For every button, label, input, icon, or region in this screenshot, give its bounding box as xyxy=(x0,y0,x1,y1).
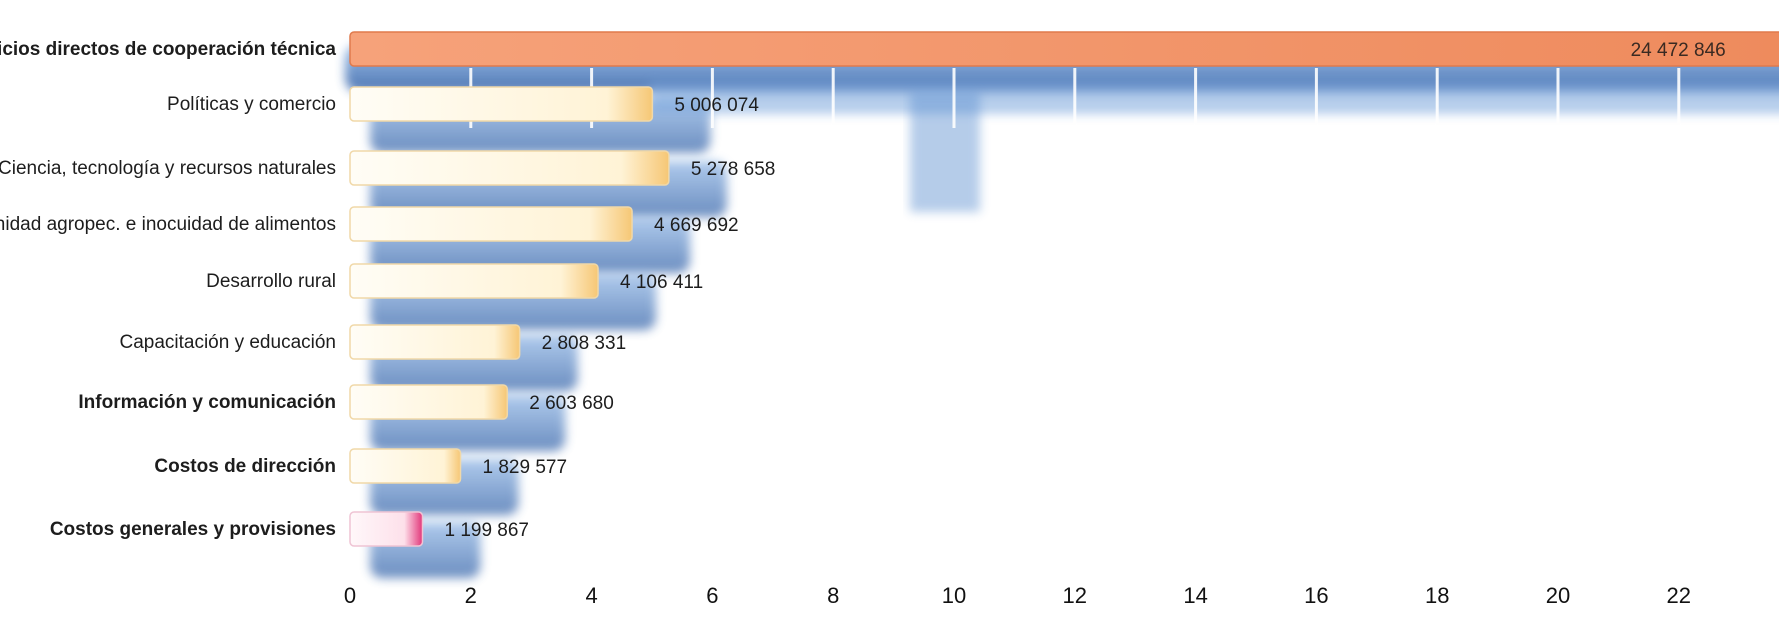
bar xyxy=(349,150,670,186)
category-label: Servicios directos de cooperación técnic… xyxy=(0,39,336,60)
value-label: 2 603 680 xyxy=(529,393,614,414)
bar xyxy=(349,206,633,242)
x-tick-label: 2 xyxy=(465,583,477,608)
category-label: Capacitación y educación xyxy=(119,332,336,353)
category-label: Sanidad agropec. e inocuidad de alimento… xyxy=(0,214,336,235)
bar-shadow-layer xyxy=(345,44,1779,578)
bar-shadow xyxy=(650,82,1779,114)
category-label: Desarrollo rural xyxy=(206,271,336,292)
value-label: 4 669 692 xyxy=(654,215,739,236)
value-label: 4 106 411 xyxy=(620,272,703,293)
x-tick-label: 4 xyxy=(585,583,597,608)
x-tick-label: 22 xyxy=(1667,583,1691,608)
category-label: Costos generales y provisiones xyxy=(50,519,336,540)
bar xyxy=(349,448,462,484)
x-tick-label: 12 xyxy=(1063,583,1087,608)
bar-shadow xyxy=(910,92,980,212)
value-label: 2 808 331 xyxy=(542,333,627,354)
x-tick-label: 20 xyxy=(1546,583,1570,608)
x-tick-label: 14 xyxy=(1183,583,1207,608)
category-label: Información y comunicación xyxy=(78,392,336,413)
bars-layer xyxy=(349,31,1779,547)
category-label: Costos de dirección xyxy=(154,456,336,477)
bar xyxy=(349,31,1779,67)
category-label: Políticas y comercio xyxy=(167,94,336,115)
bar xyxy=(349,263,599,299)
bar xyxy=(349,384,509,420)
bar xyxy=(349,86,654,122)
value-label: 24 472 846 xyxy=(1631,40,1726,61)
bar xyxy=(349,324,521,360)
x-tick-label: 10 xyxy=(942,583,966,608)
value-label: 5 278 658 xyxy=(691,159,776,180)
value-label: 1 829 577 xyxy=(483,457,568,478)
bar xyxy=(349,511,424,547)
x-axis-ticks: 02468101214161820222426millones xyxy=(344,583,1691,608)
x-tick-label: 18 xyxy=(1425,583,1449,608)
x-tick-label: 6 xyxy=(706,583,718,608)
value-label: 5 006 074 xyxy=(674,95,759,116)
value-label: 1 199 867 xyxy=(444,520,529,541)
x-tick-label: 0 xyxy=(344,583,356,608)
x-tick-label: 8 xyxy=(827,583,839,608)
x-tick-label: 16 xyxy=(1304,583,1328,608)
labels-layer: Servicios directos de cooperación técnic… xyxy=(0,39,1726,541)
category-label: Ciencia, tecnología y recursos naturales xyxy=(0,158,336,179)
